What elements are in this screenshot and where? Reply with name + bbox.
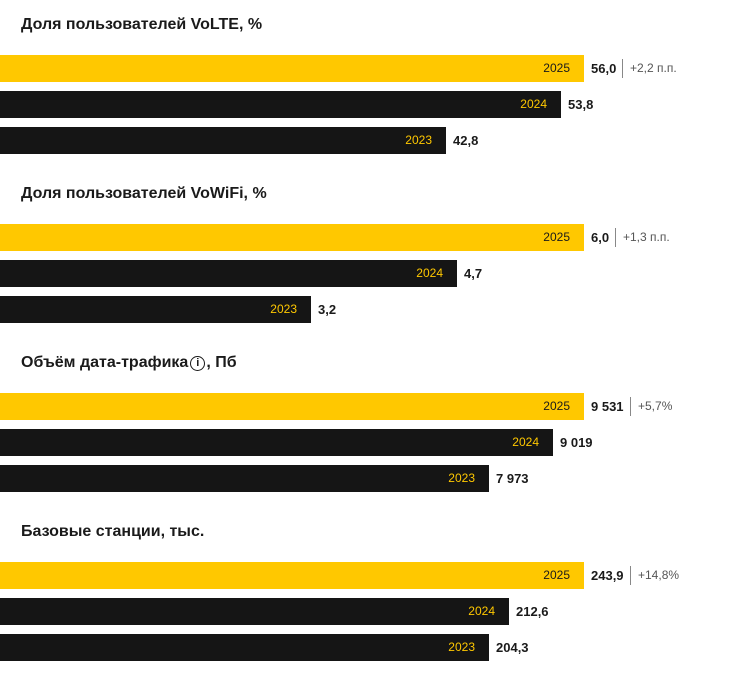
chart-title: Объём дата-трафика i , Пб bbox=[21, 354, 237, 372]
change-label: +14,8% bbox=[630, 562, 679, 589]
value-label-2024: 4,7 bbox=[464, 266, 483, 281]
bar-year-label: 2025 bbox=[543, 568, 570, 582]
bar-2023: 2023 bbox=[0, 296, 311, 323]
chart-vowifi: Доля пользователей VoWiFi, % 2025 6,0 +1… bbox=[0, 169, 751, 339]
value-label-2023: 204,3 bbox=[496, 640, 529, 655]
value-label-2023: 7 973 bbox=[496, 471, 529, 486]
chart-data-traffic: Объём дата-трафика i , Пб 2025 9 531 +5,… bbox=[0, 338, 751, 508]
bar-2025: 2025 bbox=[0, 224, 584, 251]
bar-2025: 2025 bbox=[0, 55, 584, 82]
chart-title: Доля пользователей VoWiFi, % bbox=[21, 185, 267, 203]
change-label: +5,7% bbox=[630, 393, 672, 420]
chart-volte: Доля пользователей VoLTE, % 2025 56,0 +2… bbox=[0, 0, 751, 170]
value-label-2025: 9 531 bbox=[591, 399, 624, 414]
bar-year-label: 2023 bbox=[405, 133, 432, 147]
chart-title-text: Доля пользователей VoWiFi, % bbox=[21, 185, 267, 202]
bar-2024: 2024 bbox=[0, 260, 457, 287]
bar-year-label: 2024 bbox=[468, 604, 495, 618]
bar-2024: 2024 bbox=[0, 429, 553, 456]
bar-year-label: 2024 bbox=[512, 435, 539, 449]
bar-year-label: 2023 bbox=[448, 640, 475, 654]
value-label-2024: 9 019 bbox=[560, 435, 593, 450]
value-label-2024: 53,8 bbox=[568, 97, 594, 112]
chart-title-text: Доля пользователей VoLTE, % bbox=[21, 16, 263, 33]
bar-year-label: 2024 bbox=[520, 97, 547, 111]
chart-title-text: Объём дата-трафика bbox=[21, 354, 189, 371]
chart-title: Базовые станции, тыс. bbox=[21, 523, 204, 541]
value-label-2024: 212,6 bbox=[516, 604, 549, 619]
bar-2023: 2023 bbox=[0, 465, 489, 492]
bar-2025: 2025 bbox=[0, 562, 584, 589]
bar-2024: 2024 bbox=[0, 91, 561, 118]
chart-title-text: Базовые станции, тыс. bbox=[21, 523, 205, 540]
chart-title: Доля пользователей VoLTE, % bbox=[21, 16, 262, 34]
bar-year-label: 2023 bbox=[448, 471, 475, 485]
bar-2025: 2025 bbox=[0, 393, 584, 420]
change-label: +1,3 п.п. bbox=[615, 224, 670, 251]
change-label: +2,2 п.п. bbox=[622, 55, 677, 82]
bar-year-label: 2025 bbox=[543, 399, 570, 413]
bar-2023: 2023 bbox=[0, 127, 446, 154]
info-icon[interactable]: i bbox=[190, 355, 206, 371]
bar-2023: 2023 bbox=[0, 634, 489, 661]
bar-year-label: 2025 bbox=[543, 61, 570, 75]
value-label-2025: 6,0 bbox=[591, 230, 610, 245]
value-label-2023: 3,2 bbox=[318, 302, 337, 317]
chart-title-suffix: , Пб bbox=[206, 354, 237, 371]
bar-year-label: 2024 bbox=[416, 266, 443, 280]
chart-base-stations: Базовые станции, тыс. 2025 243,9 +14,8% … bbox=[0, 507, 751, 677]
bar-2024: 2024 bbox=[0, 598, 509, 625]
value-label-2023: 42,8 bbox=[453, 133, 479, 148]
value-label-2025: 56,0 bbox=[591, 61, 617, 76]
bar-year-label: 2023 bbox=[270, 302, 297, 316]
value-label-2025: 243,9 bbox=[591, 568, 624, 583]
bar-year-label: 2025 bbox=[543, 230, 570, 244]
